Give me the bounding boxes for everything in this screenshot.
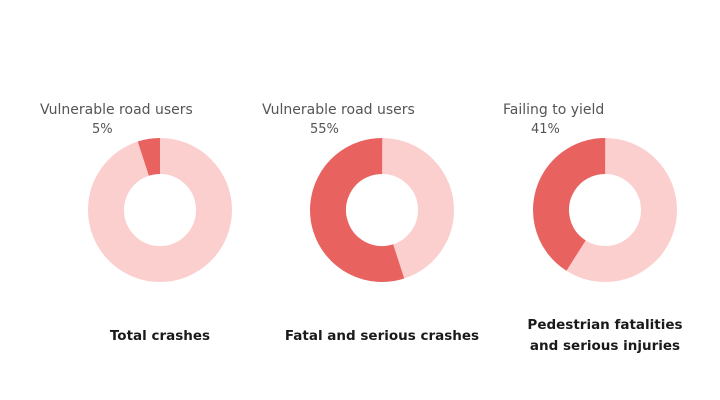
callout-value: 5% xyxy=(92,122,113,137)
donut-panel-fatal-serious-crashes: Vulnerable road users 55% Fatal and seri… xyxy=(262,0,502,400)
callout-label: Failing to yield xyxy=(503,102,605,118)
callout-value: 55% xyxy=(310,122,339,137)
donut-panel-total-crashes: Vulnerable road users 5% Total crashes xyxy=(40,0,280,400)
donut-slice-highlight xyxy=(533,138,677,282)
callout-label: Vulnerable road users xyxy=(262,102,415,118)
chart-caption: Total crashes xyxy=(109,328,211,344)
donut-chart-pedestrian-fatalities xyxy=(533,138,677,282)
callout-label: Vulnerable road users xyxy=(40,102,193,118)
chart-caption: Fatal and serious crashes xyxy=(284,328,480,344)
donut-slice-highlight xyxy=(309,138,454,282)
donut-chart-total-crashes xyxy=(88,138,232,282)
chart-caption: Pedestrian fatalities and serious injuri… xyxy=(527,317,683,354)
donut-slice-remainder xyxy=(88,138,232,282)
donut-panel-pedestrian-fatalities: Failing to yield 41% Pedestrian fataliti… xyxy=(485,0,720,400)
donut-slice-highlight xyxy=(88,138,232,282)
donut-chart-fatal-serious-crashes xyxy=(309,138,454,282)
callout-value: 41% xyxy=(531,122,560,137)
